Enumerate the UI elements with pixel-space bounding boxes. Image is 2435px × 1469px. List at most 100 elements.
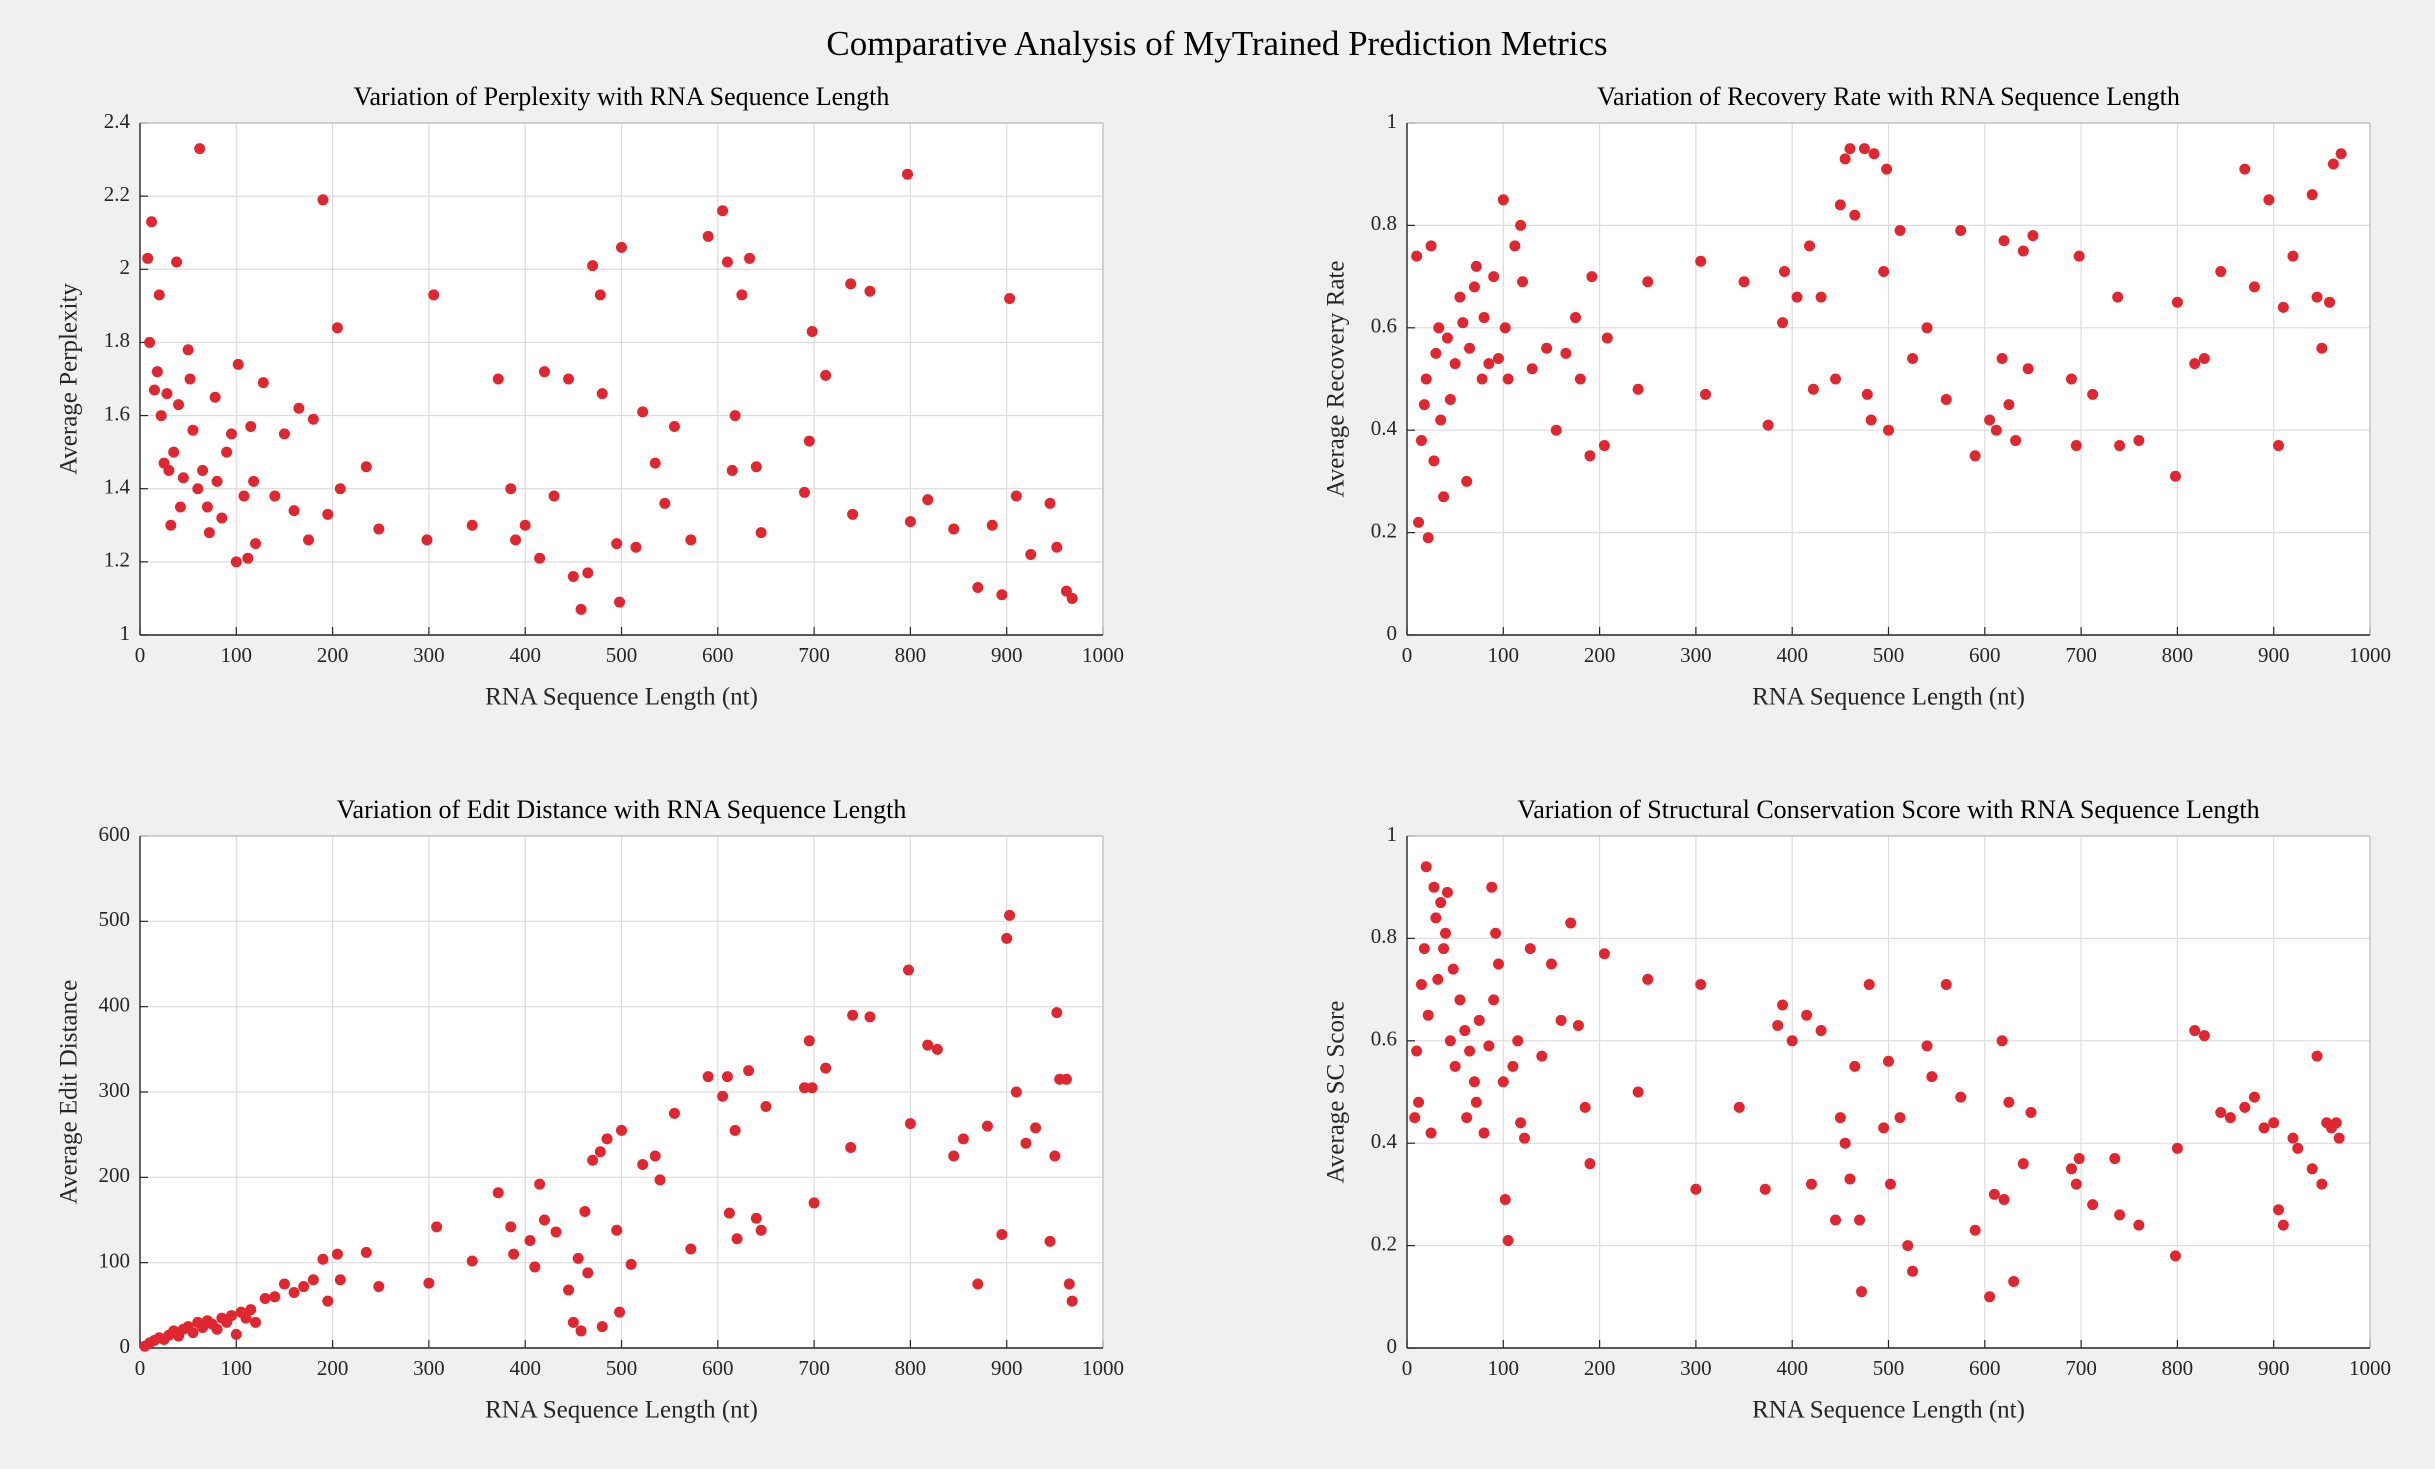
data-point [2268, 1117, 2280, 1129]
data-point [225, 1310, 237, 1322]
data-point [649, 1150, 661, 1162]
data-point [1440, 927, 1452, 939]
data-point [957, 1133, 969, 1145]
data-point [428, 289, 440, 301]
data-point [1449, 1060, 1461, 1072]
data-point [2263, 194, 2275, 206]
data-point [2273, 440, 2285, 452]
data-point [1921, 322, 1933, 334]
data-point [174, 501, 186, 513]
data-point [1490, 927, 1502, 939]
data-point [1632, 1086, 1644, 1098]
data-point [1454, 291, 1466, 303]
data-point [1878, 265, 1890, 277]
y-tick-label: 0.2 [1371, 518, 1397, 542]
data-point [808, 1197, 820, 1209]
x-tick-label: 100 [1488, 643, 1520, 667]
data-point [1738, 276, 1750, 288]
data-point [1690, 1183, 1702, 1195]
data-point [1444, 1035, 1456, 1047]
data-point [981, 1120, 993, 1132]
data-point [806, 325, 818, 337]
y-tick-label: 400 [99, 992, 131, 1016]
data-point [1430, 912, 1442, 924]
data-point [798, 486, 810, 498]
data-point [1492, 353, 1504, 365]
data-point [902, 168, 914, 180]
data-point [729, 1124, 741, 1136]
x-tick-label: 500 [1873, 643, 1905, 667]
data-point [1461, 475, 1473, 487]
data-point [230, 1328, 242, 1340]
data-point [182, 344, 194, 356]
x-tick-label: 1000 [1082, 1356, 1124, 1380]
data-point [2239, 163, 2251, 175]
data-point [1444, 393, 1456, 405]
data-point [721, 1071, 733, 1083]
data-point [1435, 414, 1447, 426]
data-point [510, 534, 522, 546]
data-point [996, 589, 1008, 601]
data-point [614, 596, 626, 608]
data-point [288, 1287, 300, 1299]
data-point [1844, 1173, 1856, 1185]
data-point [1425, 1127, 1437, 1139]
data-point [2239, 1101, 2251, 1113]
y-tick-label: 300 [99, 1078, 131, 1102]
data-point [1441, 332, 1453, 344]
data-point [2316, 1178, 2328, 1190]
data-point [611, 538, 623, 550]
y-tick-label: 0.6 [1371, 1027, 1397, 1051]
data-point [717, 1090, 729, 1102]
data-point [1438, 491, 1450, 503]
y-tick-label: 0.4 [1371, 416, 1398, 440]
y-tick-label: 0 [1387, 621, 1398, 645]
y-tick-label: 1.6 [104, 401, 130, 425]
data-point [2287, 250, 2299, 262]
data-point [2215, 265, 2227, 277]
data-point [2335, 148, 2347, 160]
data-point [1438, 943, 1450, 955]
data-point [2008, 1275, 2020, 1287]
data-point [171, 256, 183, 268]
data-point [163, 464, 175, 476]
data-point [278, 428, 290, 440]
data-point [1409, 1112, 1421, 1124]
data-point [1435, 897, 1447, 909]
data-point [1854, 1214, 1866, 1226]
data-point [1969, 1224, 1981, 1236]
data-point [820, 1062, 832, 1074]
data-point [1020, 1137, 1032, 1149]
data-point [1849, 209, 1861, 221]
x-tick-label: 900 [2258, 1356, 2290, 1380]
data-point [1839, 1137, 1851, 1149]
data-point [1425, 240, 1437, 252]
data-point [492, 373, 504, 385]
data-point [659, 497, 671, 509]
data-point [864, 285, 876, 297]
data-point [986, 519, 998, 531]
data-point [614, 1306, 626, 1318]
x-tick-label: 800 [2162, 1356, 2194, 1380]
data-point [1488, 271, 1500, 283]
data-point [2169, 1250, 2181, 1262]
data-point [2065, 373, 2077, 385]
data-point [685, 534, 697, 546]
x-tick-label: 300 [1680, 643, 1712, 667]
data-point [248, 475, 260, 487]
data-point [931, 1043, 943, 1055]
data-point [230, 556, 242, 568]
data-point [2010, 434, 2022, 446]
data-point [1001, 932, 1013, 944]
data-point [2114, 440, 2126, 452]
data-point [1762, 419, 1774, 431]
y-tick-label: 200 [99, 1163, 131, 1187]
data-point [582, 567, 594, 579]
data-point [505, 1221, 517, 1233]
data-point [151, 366, 163, 378]
data-point [1415, 978, 1427, 990]
data-point [1777, 317, 1789, 329]
subplot-title: Variation of Structural Conservation Sco… [1517, 795, 2259, 824]
subplot: 0 100 200 300 400 500 600 700 800 900 1000 0 100 200 3… [56, 795, 1124, 1424]
x-tick-label: 200 [317, 1356, 349, 1380]
